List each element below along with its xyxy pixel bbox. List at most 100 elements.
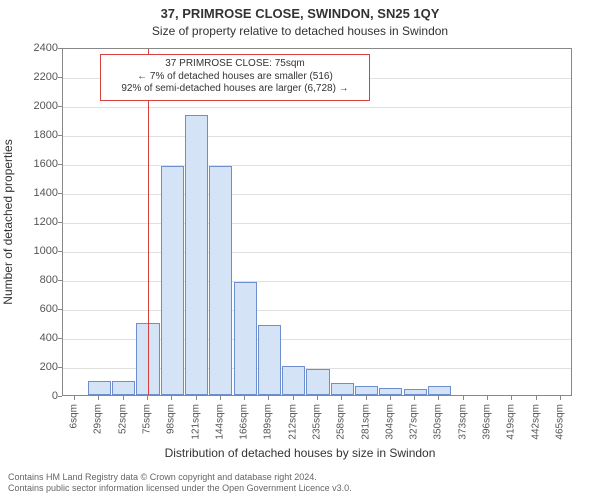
y-tick-label: 1200 [8, 216, 58, 228]
y-tick-mark [58, 309, 62, 310]
x-tick-label: 212sqm [287, 404, 298, 440]
page-title-main: 37, PRIMROSE CLOSE, SWINDON, SN25 1QY [0, 6, 600, 21]
x-tick-label: 258sqm [336, 404, 347, 440]
y-tick-mark [58, 222, 62, 223]
x-tick-mark [487, 396, 488, 400]
y-tick-label: 1600 [8, 158, 58, 170]
histogram-bar [379, 388, 402, 395]
chart-container: { "header": { "title_main": "37, PRIMROS… [0, 0, 600, 500]
x-tick-mark [414, 396, 415, 400]
x-tick-label: 6sqm [69, 404, 80, 428]
histogram-bar [428, 386, 451, 395]
x-tick-mark [293, 396, 294, 400]
y-tick-label: 2200 [8, 71, 58, 83]
histogram-bar [88, 381, 111, 396]
gridline-h [63, 223, 571, 224]
x-tick-label: 121sqm [190, 404, 201, 440]
footer-attribution: Contains HM Land Registry data © Crown c… [8, 472, 352, 495]
x-tick-label: 189sqm [263, 404, 274, 440]
x-tick-mark [536, 396, 537, 400]
x-tick-mark [123, 396, 124, 400]
page-title-sub: Size of property relative to detached ho… [0, 24, 600, 38]
y-tick-mark [58, 338, 62, 339]
gridline-h [63, 310, 571, 311]
x-tick-label: 304sqm [384, 404, 395, 440]
x-tick-mark [511, 396, 512, 400]
x-tick-mark [438, 396, 439, 400]
y-tick-label: 200 [8, 361, 58, 373]
x-tick-label: 235sqm [312, 404, 323, 440]
x-tick-label: 75sqm [142, 404, 153, 434]
y-tick-label: 1800 [8, 129, 58, 141]
histogram-bar [112, 381, 135, 396]
y-tick-mark [58, 106, 62, 107]
y-tick-mark [58, 48, 62, 49]
x-tick-mark [244, 396, 245, 400]
y-tick-label: 2400 [8, 42, 58, 54]
x-tick-label: 98sqm [166, 404, 177, 434]
x-tick-label: 396sqm [482, 404, 493, 440]
x-tick-mark [196, 396, 197, 400]
x-tick-mark [317, 396, 318, 400]
gridline-h [63, 136, 571, 137]
footer-line-1: Contains HM Land Registry data © Crown c… [8, 472, 352, 483]
marker-line [148, 49, 149, 395]
callout-box: 37 PRIMROSE CLOSE: 75sqm ← 7% of detache… [100, 54, 370, 101]
x-tick-label: 442sqm [530, 404, 541, 440]
y-tick-label: 400 [8, 332, 58, 344]
x-tick-mark [147, 396, 148, 400]
histogram-bar [404, 389, 427, 395]
y-tick-label: 600 [8, 303, 58, 315]
y-tick-label: 800 [8, 274, 58, 286]
y-tick-mark [58, 164, 62, 165]
y-tick-mark [58, 193, 62, 194]
x-tick-mark [171, 396, 172, 400]
y-tick-mark [58, 77, 62, 78]
x-tick-label: 465sqm [554, 404, 565, 440]
x-tick-mark [220, 396, 221, 400]
x-tick-mark [463, 396, 464, 400]
y-tick-label: 0 [8, 390, 58, 402]
x-tick-label: 327sqm [409, 404, 420, 440]
y-tick-label: 1000 [8, 245, 58, 257]
gridline-h [63, 252, 571, 253]
x-tick-mark [74, 396, 75, 400]
y-tick-label: 2000 [8, 100, 58, 112]
x-tick-mark [390, 396, 391, 400]
callout-line-3: 92% of semi-detached houses are larger (… [109, 83, 361, 96]
callout-line-2: ← 7% of detached houses are smaller (516… [109, 71, 361, 84]
x-tick-label: 29sqm [93, 404, 104, 434]
y-tick-mark [58, 280, 62, 281]
x-tick-label: 52sqm [117, 404, 128, 434]
callout-line-1: 37 PRIMROSE CLOSE: 75sqm [109, 58, 361, 71]
x-tick-label: 419sqm [506, 404, 517, 440]
histogram-bar [209, 166, 232, 395]
y-tick-mark [58, 251, 62, 252]
y-tick-mark [58, 135, 62, 136]
histogram-bar [306, 369, 329, 395]
gridline-h [63, 165, 571, 166]
histogram-bar [355, 386, 378, 395]
histogram-bar [234, 282, 257, 395]
x-tick-label: 281sqm [360, 404, 371, 440]
histogram-bar [258, 325, 281, 395]
footer-line-2: Contains public sector information licen… [8, 483, 352, 494]
x-tick-label: 166sqm [239, 404, 250, 440]
x-tick-mark [560, 396, 561, 400]
x-tick-mark [341, 396, 342, 400]
x-tick-label: 144sqm [214, 404, 225, 440]
histogram-bar [161, 166, 184, 395]
x-tick-mark [98, 396, 99, 400]
histogram-bar [185, 115, 208, 395]
x-tick-mark [366, 396, 367, 400]
x-axis-label: Distribution of detached houses by size … [0, 446, 600, 460]
y-tick-mark [58, 367, 62, 368]
y-tick-label: 1400 [8, 187, 58, 199]
gridline-h [63, 194, 571, 195]
x-tick-label: 350sqm [433, 404, 444, 440]
histogram-bar [331, 383, 354, 395]
histogram-bar [282, 366, 305, 395]
gridline-h [63, 281, 571, 282]
x-tick-label: 373sqm [457, 404, 468, 440]
x-tick-mark [268, 396, 269, 400]
